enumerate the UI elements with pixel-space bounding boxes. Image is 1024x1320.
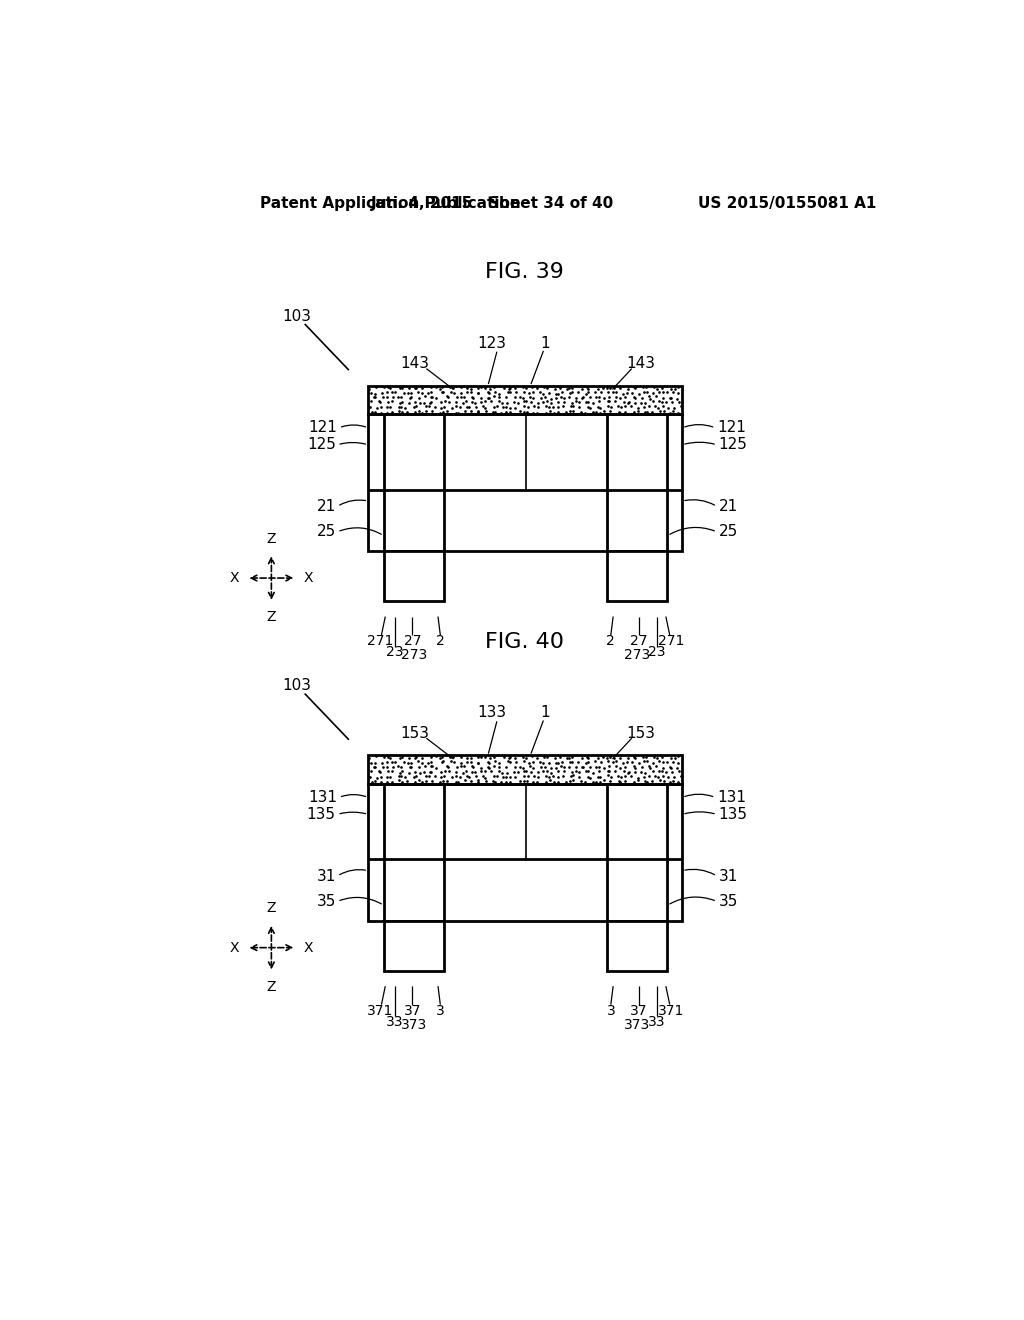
Bar xyxy=(369,755,682,784)
Text: Z: Z xyxy=(266,610,276,624)
Bar xyxy=(384,552,444,601)
Text: 143: 143 xyxy=(400,356,429,371)
Bar xyxy=(384,921,444,970)
Text: 371: 371 xyxy=(658,1003,684,1018)
Text: 3: 3 xyxy=(436,1003,444,1018)
Text: X: X xyxy=(229,941,239,954)
Text: 123: 123 xyxy=(478,335,507,351)
Bar xyxy=(369,385,682,414)
Text: 131: 131 xyxy=(717,789,746,805)
Bar xyxy=(607,921,668,970)
Text: 27: 27 xyxy=(403,634,421,648)
Text: 1: 1 xyxy=(540,705,550,721)
Text: 1: 1 xyxy=(540,335,550,351)
Text: 153: 153 xyxy=(627,726,655,741)
Text: 21: 21 xyxy=(719,499,738,513)
Text: 135: 135 xyxy=(307,807,336,822)
Text: 33: 33 xyxy=(386,1015,403,1028)
Text: 135: 135 xyxy=(719,807,748,822)
Text: 131: 131 xyxy=(308,789,337,805)
Text: FIG. 39: FIG. 39 xyxy=(485,263,564,282)
Text: X: X xyxy=(304,941,313,954)
Text: 103: 103 xyxy=(283,309,311,323)
Text: 371: 371 xyxy=(367,1003,393,1018)
Text: 103: 103 xyxy=(283,678,311,693)
Text: Patent Application Publication: Patent Application Publication xyxy=(260,195,520,211)
Bar xyxy=(369,755,682,784)
Text: 23: 23 xyxy=(386,645,403,659)
Text: 27: 27 xyxy=(630,634,647,648)
Text: 373: 373 xyxy=(624,1018,650,1032)
Text: 31: 31 xyxy=(719,869,738,883)
Text: 271: 271 xyxy=(367,634,393,648)
Bar xyxy=(369,414,682,552)
Text: 35: 35 xyxy=(719,894,738,909)
Text: Z: Z xyxy=(266,532,276,545)
Text: 271: 271 xyxy=(658,634,684,648)
Text: 273: 273 xyxy=(624,648,650,663)
Bar xyxy=(607,552,668,601)
Text: 121: 121 xyxy=(308,420,337,436)
Text: 121: 121 xyxy=(717,420,745,436)
Text: 273: 273 xyxy=(400,648,427,663)
Text: 21: 21 xyxy=(316,499,336,513)
Text: 125: 125 xyxy=(719,437,748,453)
Text: 23: 23 xyxy=(648,645,666,659)
Text: US 2015/0155081 A1: US 2015/0155081 A1 xyxy=(697,195,876,211)
Text: 2: 2 xyxy=(436,634,444,648)
Text: 37: 37 xyxy=(630,1003,647,1018)
Text: 2: 2 xyxy=(606,634,615,648)
Text: Jun. 4, 2015   Sheet 34 of 40: Jun. 4, 2015 Sheet 34 of 40 xyxy=(371,195,613,211)
Text: 35: 35 xyxy=(316,894,336,909)
Text: 25: 25 xyxy=(316,524,336,540)
Text: 153: 153 xyxy=(400,726,429,741)
Text: 31: 31 xyxy=(316,869,336,883)
Text: 133: 133 xyxy=(477,705,507,721)
Text: 25: 25 xyxy=(719,524,738,540)
Text: 373: 373 xyxy=(400,1018,427,1032)
Text: X: X xyxy=(304,572,313,585)
Text: 33: 33 xyxy=(648,1015,666,1028)
Text: 125: 125 xyxy=(307,437,336,453)
Text: 143: 143 xyxy=(627,356,655,371)
Text: X: X xyxy=(229,572,239,585)
Text: FIG. 40: FIG. 40 xyxy=(485,632,564,652)
Bar xyxy=(369,784,682,921)
Text: 37: 37 xyxy=(403,1003,421,1018)
Text: Z: Z xyxy=(266,902,276,915)
Text: 3: 3 xyxy=(606,1003,615,1018)
Text: Z: Z xyxy=(266,979,276,994)
Bar xyxy=(369,385,682,414)
